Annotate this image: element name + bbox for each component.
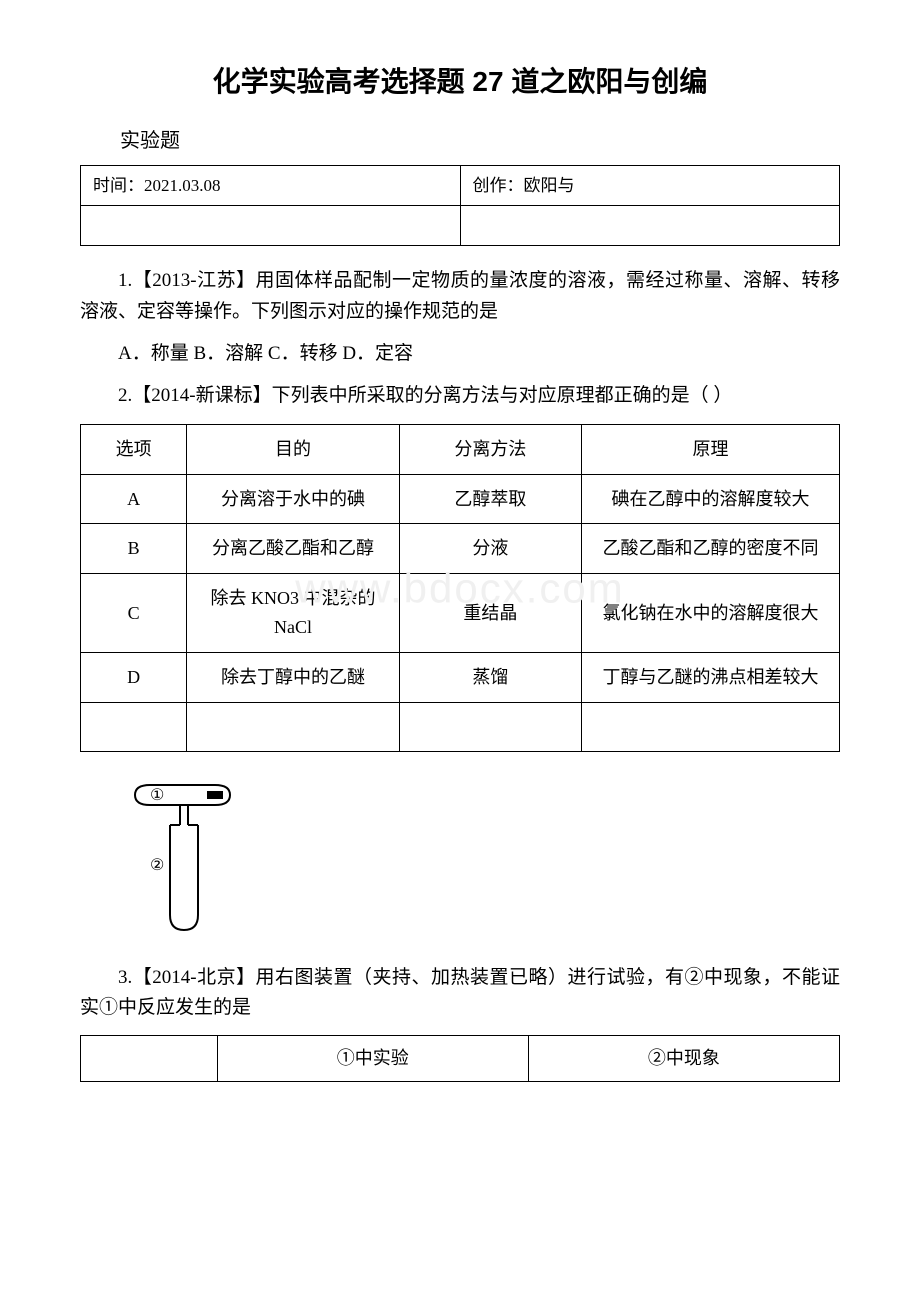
q2-r2-c2: 重结晶 [399, 574, 581, 653]
meta-author: 创作：欧阳与 [460, 165, 840, 205]
q2-th-3: 原理 [581, 424, 839, 474]
q2-text: 2.【2014-新课标】下列表中所采取的分离方法与对应原理都正确的是（ ） [80, 381, 840, 411]
page-title: 化学实验高考选择题 27 道之欧阳与创编 [80, 60, 840, 105]
q2-r3-c3: 丁醇与乙醚的沸点相差较大 [581, 652, 839, 702]
table-row: B 分离乙酸乙酯和乙醇 分液 乙酸乙酯和乙醇的密度不同 [81, 524, 840, 574]
q2-empty-2 [399, 702, 581, 752]
q2-r0-c1: 分离溶于水中的碘 [187, 474, 400, 524]
q2-r0-c3: 碘在乙醇中的溶解度较大 [581, 474, 839, 524]
q3-table: ①中实验 ②中现象 [80, 1035, 840, 1082]
table-row-empty [81, 702, 840, 752]
q2-th-2: 分离方法 [399, 424, 581, 474]
table-row: C 除去 KNO3 中混杂的 NaCl 重结晶 氯化钠在水中的溶解度很大 [81, 574, 840, 653]
apparatus-diagram: ① ② [120, 770, 840, 950]
q2-empty-1 [187, 702, 400, 752]
diagram-label-1: ① [150, 787, 164, 804]
table-row: A 分离溶于水中的碘 乙醇萃取 碘在乙醇中的溶解度较大 [81, 474, 840, 524]
q2-r2-c1: 除去 KNO3 中混杂的 NaCl [187, 574, 400, 653]
q2-r3-c2: 蒸馏 [399, 652, 581, 702]
q2-r1-c0: B [81, 524, 187, 574]
q3-th-1: ①中实验 [217, 1036, 528, 1082]
q1-text: 1.【2013-江苏】用固体样品配制一定物质的量浓度的溶液，需经过称量、溶解、转… [80, 266, 840, 327]
q2-r2-c3: 氯化钠在水中的溶解度很大 [581, 574, 839, 653]
q3-th-2: ②中现象 [528, 1036, 839, 1082]
q2-th-0: 选项 [81, 424, 187, 474]
q2-r0-c0: A [81, 474, 187, 524]
q2-r2-c0: C [81, 574, 187, 653]
q2-th-1: 目的 [187, 424, 400, 474]
q1-options: A．称量 B．溶解 C．转移 D．定容 [80, 339, 840, 369]
q2-empty-3 [581, 702, 839, 752]
q2-r0-c2: 乙醇萃取 [399, 474, 581, 524]
q3-th-0 [81, 1036, 218, 1082]
q2-r1-c3: 乙酸乙酯和乙醇的密度不同 [581, 524, 839, 574]
meta-table: 时间：2021.03.08 创作：欧阳与 [80, 165, 840, 246]
table-row: D 除去丁醇中的乙醚 蒸馏 丁醇与乙醚的沸点相差较大 [81, 652, 840, 702]
q2-empty-0 [81, 702, 187, 752]
q2-table: 选项 目的 分离方法 原理 A 分离溶于水中的碘 乙醇萃取 碘在乙醇中的溶解度较… [80, 424, 840, 753]
q2-r1-c1: 分离乙酸乙酯和乙醇 [187, 524, 400, 574]
q2-r3-c0: D [81, 652, 187, 702]
q2-r3-c1: 除去丁醇中的乙醚 [187, 652, 400, 702]
q2-r1-c2: 分液 [399, 524, 581, 574]
diagram-label-2: ② [150, 857, 164, 874]
meta-empty-1 [81, 205, 461, 245]
meta-time: 时间：2021.03.08 [81, 165, 461, 205]
q3-text: 3.【2014-北京】用右图装置（夹持、加热装置已略）进行试验，有②中现象，不能… [80, 963, 840, 1024]
subtitle: 实验题 [80, 125, 840, 157]
meta-empty-2 [460, 205, 840, 245]
